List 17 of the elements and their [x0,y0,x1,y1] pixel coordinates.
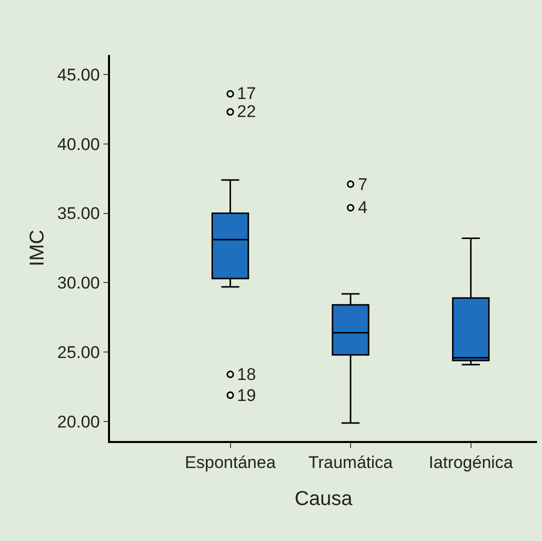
y-tick-label: 40.00 [57,134,100,154]
x-tick-label: Iatrogénica [428,453,514,472]
x-tick-label: Espontánea [184,453,276,472]
x-axis-title: Causa [294,488,354,510]
y-tick-label: 30.00 [57,274,100,293]
y-axis-title: IMC [26,230,48,266]
annotation: 19 [237,386,256,405]
x-tick-label: Traumática [308,453,394,472]
annotation: 18 [237,365,256,384]
annotation: 4 [358,198,368,217]
y-tick-label: 35.00 [57,204,100,224]
annotation: 22 [237,102,256,121]
annotation: 7 [358,175,368,194]
y-tick-label: 20.00 [57,412,100,432]
y-tick-label: 45.00 [57,65,100,84]
y-tick-label: 25.00 [57,343,100,362]
annotation: 17 [237,84,256,103]
